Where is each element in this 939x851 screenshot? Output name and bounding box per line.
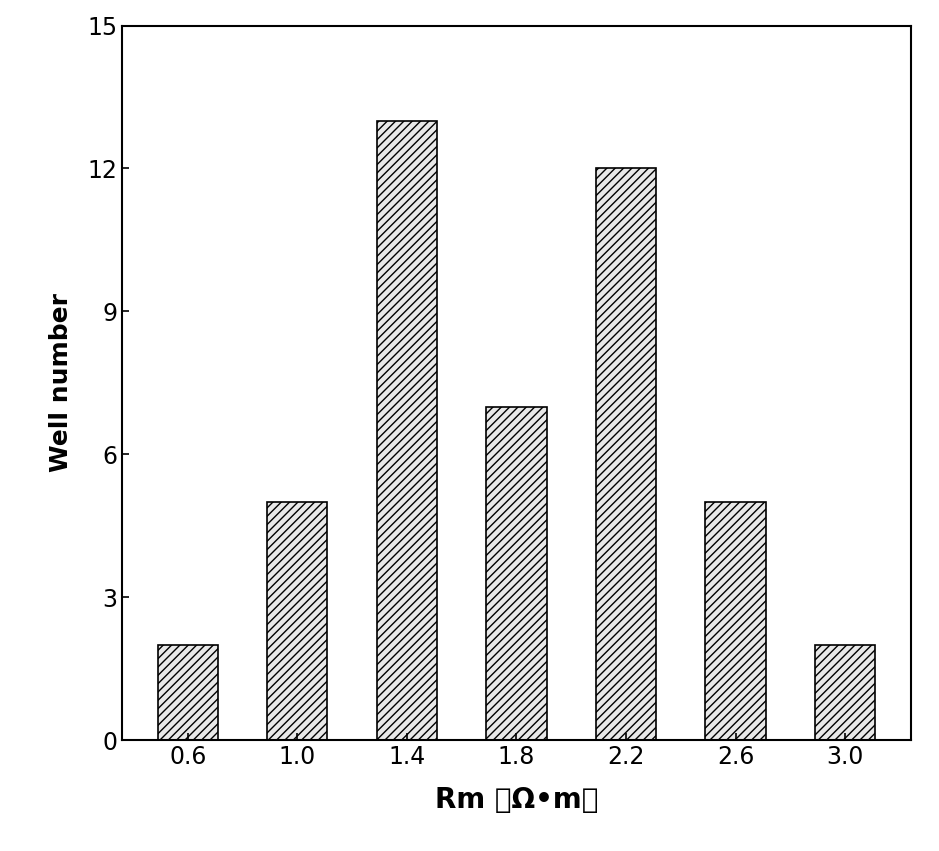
Bar	[268, 502, 328, 740]
Bar	[705, 502, 765, 740]
Bar	[815, 645, 875, 740]
X-axis label: Rm （Ω•m）: Rm （Ω•m）	[435, 785, 598, 814]
Bar	[596, 168, 656, 740]
Bar	[377, 121, 437, 740]
Y-axis label: Well number: Well number	[49, 294, 73, 472]
Bar	[486, 407, 546, 740]
Bar	[158, 645, 218, 740]
